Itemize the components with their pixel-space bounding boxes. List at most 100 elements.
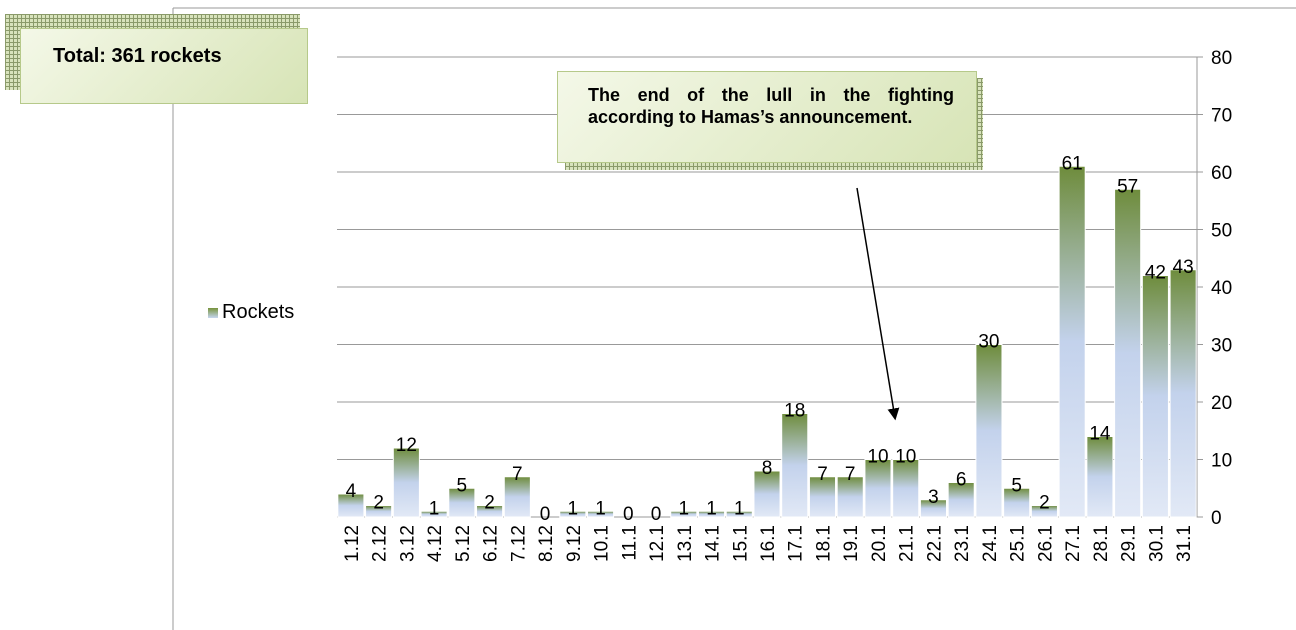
- x-tick-label: 10.1: [592, 525, 613, 562]
- bar: [836, 476, 864, 518]
- x-tick-label: 26.1: [1035, 525, 1056, 562]
- value-label: 6: [956, 470, 967, 491]
- x-tick-label: 3.12: [397, 525, 418, 562]
- x-tick-label: 23.1: [952, 525, 973, 562]
- bar: [420, 510, 448, 518]
- x-tick-label: 31.1: [1174, 525, 1195, 562]
- x-tick-label: 2.12: [370, 525, 391, 562]
- legend: Rockets: [208, 297, 302, 337]
- x-tick-label: 6.12: [481, 525, 502, 562]
- annotation: The end of the lull in the fighting acco…: [588, 85, 954, 127]
- value-label: 1: [429, 498, 440, 519]
- bar: [975, 344, 1003, 518]
- x-tick-label: 7.12: [508, 525, 529, 562]
- y-tick-label: 30: [1211, 336, 1232, 357]
- value-label: 43: [1173, 257, 1194, 278]
- bar: [1003, 487, 1031, 518]
- x-tick-label: 19.1: [841, 525, 862, 562]
- x-tick-label: 16.1: [758, 525, 779, 562]
- value-label: 8: [762, 458, 773, 479]
- value-label: 2: [1039, 493, 1050, 514]
- x-tick-label: 12.1: [647, 525, 668, 562]
- bar: [892, 459, 920, 518]
- x-tick-label: 15.1: [730, 525, 751, 562]
- value-label: 7: [845, 464, 856, 485]
- x-tick-label: 14.1: [703, 525, 724, 562]
- x-tick-label: 21.1: [897, 525, 918, 562]
- y-tick-label: 40: [1211, 278, 1232, 299]
- bar: [1141, 275, 1169, 518]
- value-label: 2: [373, 493, 384, 514]
- value-label: 4: [346, 481, 357, 502]
- bar: [1086, 436, 1114, 518]
- x-tick-label: 24.1: [980, 525, 1001, 562]
- x-tick-label: 25.1: [1008, 525, 1029, 562]
- value-label: 2: [484, 493, 495, 514]
- callout-box: The end of the lull in the fighting acco…: [557, 71, 977, 163]
- bar: [392, 447, 420, 518]
- value-label: 0: [651, 504, 662, 525]
- value-label: 61: [1062, 153, 1083, 174]
- y-tick-label: 80: [1211, 48, 1232, 69]
- x-tick-label: 29.1: [1119, 525, 1140, 562]
- y-tick-label: 70: [1211, 106, 1232, 127]
- legend-label: Rockets: [222, 301, 295, 323]
- bar: [337, 493, 365, 518]
- value-label: 5: [1011, 475, 1022, 496]
- bar: [1114, 188, 1142, 518]
- x-tick-label: 18.1: [813, 525, 834, 562]
- value-label: 1: [595, 498, 606, 519]
- bar: [697, 510, 726, 518]
- arrow: [856, 187, 900, 421]
- value-label: 5: [457, 475, 468, 496]
- x-tick-label: 1.12: [342, 525, 363, 562]
- value-label: 7: [817, 464, 828, 485]
- value-label: 1: [706, 498, 717, 519]
- y-tick-label: 0: [1211, 508, 1222, 529]
- x-tick-label: 8.12: [536, 525, 557, 562]
- bar: [587, 510, 615, 518]
- bar: [725, 510, 753, 518]
- value-label: 0: [540, 504, 551, 525]
- bar: [476, 505, 504, 518]
- bar: [559, 510, 587, 518]
- x-tick-label: 4.12: [425, 525, 446, 562]
- value-label: 1: [734, 498, 745, 519]
- value-label: 0: [623, 504, 634, 525]
- value-label: 1: [568, 498, 579, 519]
- bar: [781, 413, 809, 518]
- x-tick-label: 30.1: [1146, 525, 1167, 562]
- value-label: 42: [1145, 263, 1166, 284]
- bar: [864, 459, 892, 518]
- bar: [808, 476, 837, 518]
- bar: [753, 470, 781, 518]
- value-label: 3: [928, 487, 939, 508]
- bar: [947, 482, 975, 518]
- y-tick-label: 20: [1211, 393, 1232, 414]
- value-label: 1: [678, 498, 689, 519]
- x-tick-label: 27.1: [1063, 525, 1084, 562]
- value-label: 30: [978, 332, 999, 353]
- bar: [448, 487, 476, 518]
- annotation: Total: 361 rockets: [53, 45, 222, 67]
- x-tick-label: 28.1: [1091, 525, 1112, 562]
- value-label: 18: [784, 401, 805, 422]
- bar: [1169, 269, 1197, 518]
- bar: [919, 499, 947, 518]
- x-tick-label: 13.1: [675, 525, 696, 562]
- value-label: 7: [512, 464, 523, 485]
- legend-swatch: [208, 308, 218, 318]
- x-tick-label: 22.1: [924, 525, 945, 562]
- value-label: 57: [1117, 176, 1138, 197]
- bar: [503, 476, 531, 518]
- value-label: 10: [895, 447, 916, 468]
- x-tick-label: 5.12: [453, 525, 474, 562]
- value-label: 12: [396, 435, 417, 456]
- bar: [1030, 505, 1058, 518]
- x-tick-label: 17.1: [786, 525, 807, 562]
- value-label: 14: [1089, 424, 1111, 445]
- value-label: 10: [867, 447, 888, 468]
- x-tick-label: 11.1: [619, 525, 640, 561]
